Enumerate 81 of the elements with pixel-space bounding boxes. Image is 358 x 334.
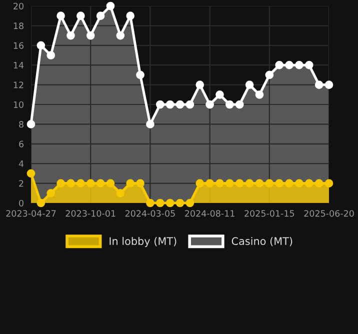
- point: [106, 2, 115, 10]
- point: [146, 198, 154, 208]
- y-tick-label: 6: [19, 140, 24, 148]
- point: [26, 120, 36, 128]
- point: [176, 198, 184, 208]
- y-tick-label: 2: [19, 180, 24, 187]
- point: [285, 60, 294, 70]
- point: [166, 100, 174, 109]
- point: [206, 100, 214, 109]
- point: [314, 179, 324, 188]
- point: [265, 179, 274, 188]
- y-tick-label: 12: [14, 82, 24, 88]
- point: [166, 198, 174, 208]
- point: [76, 179, 85, 188]
- point: [96, 179, 105, 188]
- point: [186, 100, 194, 109]
- y-tick-label: 0: [19, 200, 24, 206]
- point: [106, 179, 115, 188]
- point: [176, 100, 184, 109]
- y-tick-label: 14: [14, 62, 24, 68]
- x-tick-label: 2025-06-20: [304, 210, 354, 217]
- point: [116, 188, 125, 198]
- x-tick-label: 2024-08-11: [185, 210, 234, 217]
- point: [146, 120, 154, 128]
- y-tick-label: 10: [14, 101, 24, 108]
- point: [66, 31, 75, 40]
- point: [156, 100, 164, 109]
- point: [226, 100, 234, 109]
- legend-label: Casino (MT): [232, 236, 292, 246]
- point: [116, 31, 125, 40]
- point: [265, 70, 274, 80]
- point: [66, 179, 75, 188]
- point: [206, 179, 214, 188]
- point: [186, 198, 194, 208]
- y-tick-label: 8: [19, 121, 24, 128]
- y-tick-label: 18: [14, 22, 24, 30]
- point: [285, 179, 294, 188]
- point: [314, 80, 324, 89]
- point: [245, 179, 254, 188]
- point: [56, 12, 65, 20]
- x-tick-label: 2023-10-01: [66, 210, 116, 217]
- x-tick-label: 2024-03-05: [125, 210, 175, 217]
- point: [226, 179, 234, 188]
- point: [56, 179, 65, 188]
- y-tick-label: 16: [14, 42, 24, 49]
- y-tick-label: 20: [14, 2, 24, 10]
- point: [304, 179, 314, 188]
- point: [245, 80, 254, 89]
- point: [216, 90, 224, 99]
- point: [196, 179, 204, 188]
- point: [216, 179, 224, 188]
- point: [324, 80, 334, 89]
- point: [235, 179, 244, 188]
- point: [86, 179, 95, 188]
- x-tick-label: 2023-04-27: [6, 210, 56, 217]
- point: [324, 179, 334, 188]
- point: [304, 60, 314, 70]
- legend-label: In lobby (MT): [110, 236, 176, 248]
- point: [76, 12, 85, 20]
- point: [46, 51, 56, 60]
- y-tick-label: 4: [18, 160, 24, 167]
- point: [26, 169, 36, 178]
- point: [96, 12, 105, 20]
- point: [295, 179, 304, 188]
- point: [86, 31, 95, 40]
- point: [275, 179, 284, 188]
- point: [235, 100, 244, 109]
- point: [126, 179, 134, 188]
- point: [136, 179, 144, 188]
- point: [255, 90, 264, 99]
- point: [46, 188, 56, 198]
- point: [295, 60, 304, 70]
- point: [136, 70, 144, 80]
- point: [126, 12, 134, 20]
- point: [156, 198, 164, 208]
- point: [36, 198, 46, 208]
- point: [196, 80, 204, 89]
- point: [275, 60, 284, 70]
- x-tick-label: 2025-01-15: [244, 210, 294, 217]
- point: [36, 41, 46, 50]
- point: [255, 179, 264, 188]
